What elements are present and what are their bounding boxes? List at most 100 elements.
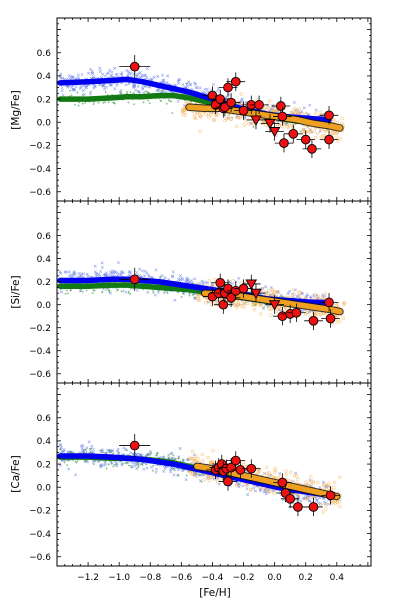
y-tick-label: −0.6 bbox=[29, 188, 51, 198]
star-sample-bulge bbox=[330, 500, 335, 504]
measurement-point bbox=[293, 502, 303, 512]
star-sample-bulge bbox=[259, 312, 263, 316]
star-sample-thick bbox=[141, 463, 144, 467]
star-sample-bulge bbox=[258, 486, 263, 491]
star-sample-thick bbox=[101, 290, 104, 293]
star-sample-thick bbox=[85, 289, 88, 292]
measurement-point bbox=[279, 138, 289, 148]
x-tick-label: 0.0 bbox=[267, 573, 282, 583]
star-sample-thick bbox=[108, 289, 111, 292]
star-sample-thick bbox=[266, 305, 269, 308]
star-sample-thin bbox=[136, 84, 140, 88]
x-tick-label: −0.6 bbox=[170, 573, 192, 583]
panel-ca-x-ticks: −1.2 −1.0 −0.8 −0.6 −0.4 −0.2 0.0 0.2 0.4 bbox=[56, 383, 369, 583]
star-sample-thin bbox=[315, 498, 319, 502]
star-sample-thin bbox=[100, 261, 104, 265]
measurement-point bbox=[275, 101, 286, 111]
star-sample-bulge bbox=[264, 465, 269, 470]
star-sample-thin bbox=[192, 453, 196, 457]
star-sample-thick bbox=[107, 101, 110, 104]
x-tick-label: −1.0 bbox=[108, 573, 130, 583]
star-sample-thin bbox=[237, 276, 241, 280]
star-sample-thin bbox=[85, 272, 89, 276]
star-sample-thick bbox=[146, 452, 149, 456]
measurement-point bbox=[215, 277, 226, 288]
star-sample-thin bbox=[302, 106, 306, 110]
star-sample-thin bbox=[61, 93, 65, 97]
star-sample-thick bbox=[118, 90, 122, 94]
star-sample-thick bbox=[103, 101, 107, 104]
star-sample-thick bbox=[89, 90, 92, 93]
star-sample-bulge bbox=[337, 499, 342, 504]
star-sample-bulge bbox=[341, 316, 345, 320]
star-sample-thin bbox=[264, 285, 268, 289]
star-sample-thick bbox=[173, 469, 176, 472]
star-sample-thick bbox=[120, 462, 123, 465]
star-sample-thick bbox=[165, 102, 168, 105]
star-sample-thin bbox=[67, 270, 71, 274]
star-sample-thin bbox=[135, 270, 139, 275]
star-sample-thin bbox=[81, 444, 85, 448]
star-sample-thin bbox=[173, 298, 177, 302]
star-sample-thin bbox=[59, 290, 63, 294]
star-sample-thin bbox=[163, 466, 167, 470]
star-sample-bulge bbox=[196, 456, 200, 461]
star-sample-thin bbox=[252, 486, 256, 490]
star-sample-thick bbox=[159, 275, 162, 278]
star-sample-thin bbox=[154, 268, 158, 272]
star-sample-bulge bbox=[276, 290, 281, 294]
star-sample-thick bbox=[193, 296, 197, 299]
panel-ca-frame bbox=[56, 382, 372, 567]
star-sample-bulge bbox=[305, 482, 310, 486]
star-sample-bulge bbox=[249, 121, 253, 126]
star-sample-thin bbox=[77, 272, 81, 276]
star-sample-bulge bbox=[202, 477, 207, 482]
star-sample-thin bbox=[147, 273, 151, 277]
star-sample-thick bbox=[252, 125, 255, 129]
star-sample-thick bbox=[171, 111, 174, 115]
star-sample-thin bbox=[137, 72, 141, 76]
measurement-point bbox=[277, 111, 288, 122]
star-sample-thick bbox=[200, 480, 203, 483]
star-sample-thin bbox=[68, 274, 72, 278]
star-sample-bulge bbox=[265, 105, 270, 110]
star-sample-thin bbox=[115, 462, 119, 466]
star-sample-bulge bbox=[262, 290, 266, 295]
star-sample-thin bbox=[120, 463, 124, 467]
star-sample-thick bbox=[81, 290, 84, 293]
star-sample-bulge bbox=[271, 474, 275, 479]
star-sample-bulge bbox=[277, 305, 282, 309]
star-sample-bulge bbox=[245, 301, 249, 306]
star-sample-thin bbox=[171, 275, 175, 279]
star-sample-thin bbox=[80, 72, 84, 77]
star-sample-bulge bbox=[291, 287, 296, 291]
star-sample-bulge bbox=[318, 110, 322, 114]
star-sample-thick bbox=[112, 465, 115, 468]
star-sample-thin bbox=[114, 73, 118, 77]
star-sample-thin bbox=[166, 74, 170, 78]
star-sample-bulge bbox=[198, 298, 202, 302]
y-tick-label: −0.2 bbox=[29, 324, 51, 334]
star-sample-thin bbox=[160, 73, 164, 77]
star-sample-thick bbox=[146, 90, 149, 93]
star-sample-thick bbox=[185, 82, 188, 85]
star-sample-thick bbox=[262, 306, 266, 309]
star-sample-bulge bbox=[266, 472, 271, 477]
star-sample-thin bbox=[309, 295, 313, 299]
star-sample-bulge bbox=[289, 470, 293, 475]
star-sample-thin bbox=[150, 465, 154, 469]
y-tick-label: 0.0 bbox=[37, 118, 52, 128]
star-sample-thin bbox=[73, 272, 77, 276]
star-sample-thin bbox=[79, 274, 83, 278]
star-sample-thin bbox=[205, 87, 209, 91]
star-sample-thin bbox=[171, 270, 175, 274]
panel-mg-y-ticks: −0.6 −0.4 −0.2 0.0 0.2 0.4 0.6 bbox=[29, 23, 371, 198]
star-sample-thin bbox=[116, 261, 121, 265]
star-sample-bulge bbox=[242, 123, 246, 127]
star-sample-thick bbox=[122, 289, 125, 293]
star-sample-bulge bbox=[261, 120, 266, 125]
star-sample-thick bbox=[73, 103, 77, 106]
star-sample-thick bbox=[116, 289, 119, 292]
star-sample-thin bbox=[200, 279, 204, 283]
star-sample-bulge bbox=[212, 117, 217, 122]
